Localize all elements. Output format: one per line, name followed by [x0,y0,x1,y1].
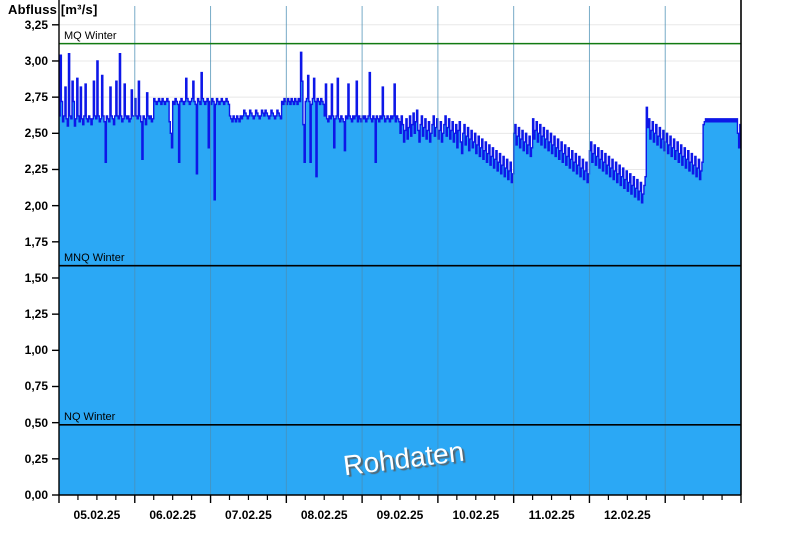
y-tick-label: 1,75 [24,234,48,249]
y-tick-label: 3,25 [24,17,48,32]
plot-frame-group [58,0,742,496]
reference-line-label: NQ Winter [64,410,116,423]
series-line [59,51,741,204]
reference-line-label: MNQ Winter [64,251,125,264]
y-tick-label: 1,25 [24,307,48,322]
y-tick-label: 0,00 [24,488,48,502]
y-axis-title: Abfluss [m³/s] [8,2,98,17]
x-tick-label: 12.02.25 [603,508,651,522]
y-axis-tick-labels: 0,00 0,25 0,50 0,75 1,00 1,25 1,50 1,75 2,00 2,25… [0,0,48,550]
y-tick-label: 3,00 [24,53,48,68]
x-tick-label: 08.02.25 [300,508,348,522]
x-tick-label: 06.02.25 [149,508,197,522]
x-tick-label: 11.02.25 [528,508,575,522]
y-tick-label: 1,50 [24,270,48,285]
axis-ticks-group [52,24,742,503]
reference-line-label: MQ Winter [64,29,117,42]
y-tick-label: 2,50 [24,126,48,141]
reference-lines-group [59,42,741,426]
x-tick-label: 07.02.25 [225,508,272,522]
series-area-group [59,51,741,496]
day-gridlines-group [134,6,666,495]
x-tick-label: 05.02.25 [73,508,121,522]
y-tick-label: 0,75 [24,379,48,394]
y-tick-label: 0,50 [24,415,48,430]
x-tick-label: 09.02.25 [376,508,424,522]
y-tick-label: 0,25 [24,451,48,466]
y-tick-label: 2,25 [24,162,48,177]
y-tick-label: 2,00 [24,198,48,213]
x-tick-label: 10.02.25 [452,508,500,522]
y-tick-label: 2,75 [24,90,48,105]
y-tick-label: 1,00 [24,343,48,358]
